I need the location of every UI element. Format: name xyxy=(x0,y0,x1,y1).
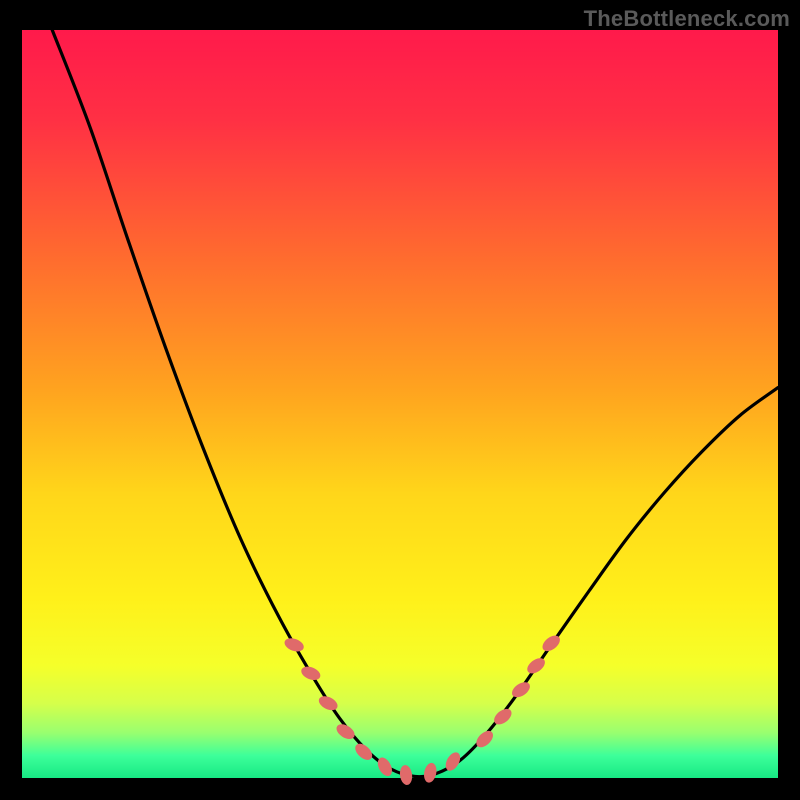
curve-marker xyxy=(317,693,340,713)
curve-marker xyxy=(509,679,532,700)
curve-markers xyxy=(283,632,563,785)
curve-marker xyxy=(399,764,414,785)
curve-marker xyxy=(283,636,306,654)
curve-marker xyxy=(422,762,438,784)
curve-marker xyxy=(299,664,322,683)
watermark-text: TheBottleneck.com xyxy=(584,6,790,32)
curve-marker xyxy=(524,655,547,676)
curve-marker xyxy=(473,728,496,751)
bottleneck-curve xyxy=(52,30,778,777)
bottleneck-chart: TheBottleneck.com xyxy=(0,0,800,800)
curve-marker xyxy=(352,741,375,763)
curve-layer xyxy=(0,0,800,800)
